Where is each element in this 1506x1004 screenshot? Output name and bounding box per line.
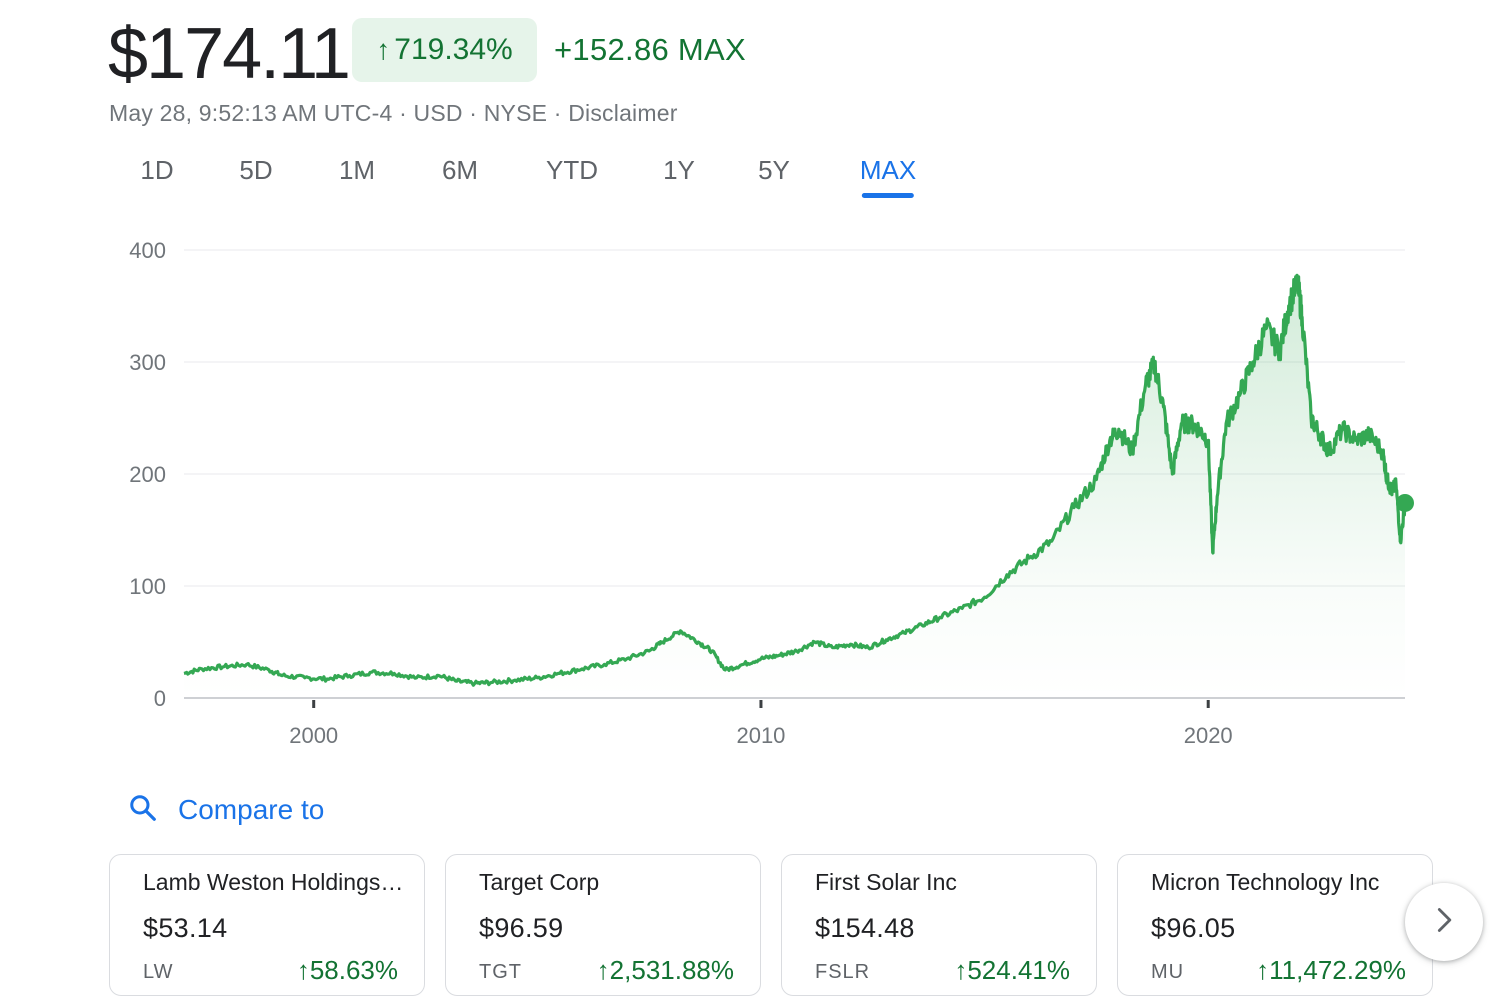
- company-name: Micron Technology Inc: [1151, 869, 1380, 895]
- quote-meta: May 28, 9:52:13 AM UTC-4 · USD · NYSE · …: [109, 98, 678, 128]
- meta-separator: ·: [462, 100, 484, 126]
- arrow-up-icon: ↑: [376, 34, 391, 65]
- quote-timestamp: May 28, 9:52:13 AM UTC-4: [109, 100, 393, 126]
- company-ticker: LW: [143, 961, 174, 983]
- meta-separator: ·: [547, 100, 569, 126]
- current-price-dot: [1396, 493, 1414, 512]
- y-tick-label: 400: [129, 238, 166, 263]
- y-tick-label: 200: [129, 462, 166, 487]
- chevron-right-icon: [1430, 906, 1458, 939]
- company-change-value: 58.63%: [309, 955, 398, 985]
- tab-max[interactable]: MAX: [860, 150, 916, 198]
- company-price: $53.14: [143, 913, 228, 943]
- quote-currency: USD: [413, 100, 463, 126]
- company-change-value: 11,472.29%: [1269, 955, 1406, 985]
- x-axis-labels: 2000 2010 2020: [289, 723, 1232, 748]
- arrow-up-icon: ↑: [954, 955, 968, 985]
- price-line: [183, 273, 1407, 687]
- x-tick-label: 2000: [289, 723, 338, 748]
- compare-to-label: Compare to: [178, 794, 325, 825]
- tab-1m[interactable]: 1M: [338, 155, 376, 185]
- company-ticker: FSLR: [815, 961, 871, 983]
- disclaimer-link[interactable]: Disclaimer: [568, 100, 678, 126]
- y-tick-label: 300: [129, 350, 166, 375]
- compare-card-lw[interactable]: Lamb Weston Holdings… $53.14 LW ↑58.63%: [109, 854, 425, 996]
- quote-exchange: NYSE: [483, 100, 548, 126]
- arrow-up-icon: ↑: [296, 955, 310, 985]
- y-axis-labels: 0 100 200 300 400: [129, 238, 166, 711]
- compare-card-mu[interactable]: Micron Technology Inc $96.05 MU ↑11,472.…: [1117, 854, 1433, 996]
- tab-5d[interactable]: 5D: [239, 155, 273, 185]
- search-icon: [128, 793, 158, 828]
- company-change: ↑11,472.29%: [1256, 953, 1406, 987]
- company-price: $96.05: [1151, 913, 1236, 943]
- absolute-change: +152.86 MAX: [554, 32, 747, 67]
- company-price: $154.48: [815, 913, 915, 943]
- company-ticker: MU: [1151, 961, 1185, 983]
- time-range-tabs: 1D 5D 1M 6M YTD 1Y 5Y MAX: [0, 150, 1000, 200]
- tab-5y[interactable]: 5Y: [758, 155, 790, 185]
- x-tick-label: 2020: [1184, 723, 1233, 748]
- meta-separator: ·: [392, 100, 414, 126]
- tab-6m[interactable]: 6M: [441, 155, 479, 185]
- tab-ytd[interactable]: YTD: [546, 155, 598, 185]
- company-price: $96.59: [479, 913, 564, 943]
- company-name: Target Corp: [479, 869, 600, 895]
- company-change-value: 2,531.88%: [609, 955, 734, 985]
- company-change-value: 524.41%: [967, 955, 1070, 985]
- company-name: Lamb Weston Holdings…: [143, 869, 404, 895]
- arrow-up-icon: ↑: [596, 955, 610, 985]
- y-tick-label: 0: [154, 686, 166, 711]
- compare-card-tgt[interactable]: Target Corp $96.59 TGT ↑2,531.88%: [445, 854, 761, 996]
- compare-card-fslr[interactable]: First Solar Inc $154.48 FSLR ↑524.41%: [781, 854, 1097, 996]
- company-ticker: TGT: [479, 961, 522, 983]
- x-axis-ticks: [312, 700, 1210, 708]
- arrow-up-icon: ↑: [1256, 955, 1270, 985]
- price-area-fill: [184, 275, 1405, 698]
- percent-change-value: 719.34%: [394, 33, 513, 66]
- company-name: First Solar Inc: [815, 869, 957, 895]
- price-chart[interactable]: 0 100 200 300 400 2000 2010 2020: [0, 220, 1506, 760]
- company-change: ↑58.63%: [297, 953, 398, 987]
- company-change: ↑524.41%: [954, 953, 1070, 987]
- y-tick-label: 100: [129, 574, 166, 599]
- tab-1d[interactable]: 1D: [140, 155, 174, 185]
- tab-1y[interactable]: 1Y: [663, 155, 695, 185]
- percent-change-badge: ↑ 719.34%: [352, 18, 537, 82]
- next-cards-button[interactable]: [1405, 883, 1483, 961]
- x-tick-label: 2010: [736, 723, 785, 748]
- compare-to-button[interactable]: Compare to: [128, 790, 324, 830]
- company-change: ↑2,531.88%: [597, 953, 734, 987]
- stock-price: $174.11: [108, 14, 351, 94]
